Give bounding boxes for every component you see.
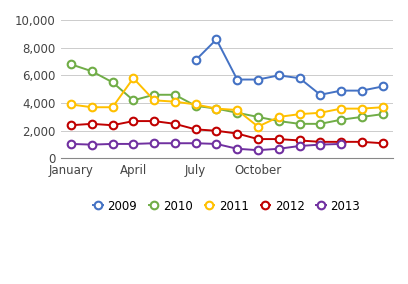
2009 <box>380 85 385 88</box>
2010 <box>69 62 73 66</box>
2012 <box>131 119 136 123</box>
2013 <box>131 142 136 146</box>
Line: 2013: 2013 <box>67 139 345 154</box>
2013 <box>110 142 115 146</box>
2009 <box>297 76 302 80</box>
2009 <box>339 89 344 92</box>
2012 <box>89 122 94 126</box>
2010 <box>255 115 260 119</box>
2009 <box>255 78 260 81</box>
2011 <box>173 100 177 103</box>
2013 <box>69 142 73 146</box>
2013 <box>318 143 323 146</box>
2011 <box>214 107 219 110</box>
2009 <box>276 74 281 77</box>
2011 <box>193 103 198 106</box>
2009 <box>235 78 239 81</box>
2011 <box>318 111 323 114</box>
2009 <box>359 89 364 92</box>
2013 <box>276 147 281 151</box>
2012 <box>276 137 281 141</box>
2010 <box>110 81 115 84</box>
2009 <box>214 38 219 41</box>
2010 <box>380 112 385 116</box>
2011 <box>339 107 344 110</box>
2013 <box>255 149 260 152</box>
Line: 2012: 2012 <box>67 117 386 147</box>
2010 <box>276 119 281 123</box>
2010 <box>339 118 344 121</box>
2011 <box>380 106 385 109</box>
2012 <box>235 132 239 135</box>
2012 <box>297 139 302 142</box>
2013 <box>152 141 157 145</box>
2010 <box>297 122 302 126</box>
2010 <box>214 107 219 110</box>
2012 <box>359 140 364 143</box>
2010 <box>235 111 239 114</box>
Line: 2010: 2010 <box>67 60 386 128</box>
2011 <box>276 115 281 119</box>
2011 <box>255 125 260 128</box>
2011 <box>235 108 239 112</box>
2010 <box>359 115 364 119</box>
2013 <box>297 144 302 148</box>
2012 <box>110 124 115 127</box>
2012 <box>69 124 73 127</box>
2013 <box>173 141 177 145</box>
2013 <box>89 143 94 146</box>
2010 <box>193 104 198 108</box>
2010 <box>89 70 94 73</box>
2013 <box>339 142 344 146</box>
2011 <box>69 103 73 106</box>
2011 <box>152 99 157 102</box>
2009 <box>318 93 323 97</box>
Legend: 2009, 2010, 2011, 2012, 2013: 2009, 2010, 2011, 2012, 2013 <box>89 195 365 217</box>
Line: 2011: 2011 <box>67 74 386 130</box>
2011 <box>131 76 136 80</box>
2009 <box>193 59 198 62</box>
2013 <box>193 141 198 145</box>
2010 <box>173 93 177 97</box>
2012 <box>339 140 344 143</box>
2013 <box>214 142 219 146</box>
2010 <box>152 93 157 97</box>
2012 <box>255 137 260 141</box>
2010 <box>318 122 323 126</box>
Line: 2009: 2009 <box>192 36 386 99</box>
2013 <box>235 147 239 151</box>
2011 <box>297 112 302 116</box>
2010 <box>131 99 136 102</box>
2012 <box>318 140 323 143</box>
2011 <box>89 106 94 109</box>
2012 <box>152 119 157 123</box>
2012 <box>173 122 177 126</box>
2012 <box>214 129 219 132</box>
2011 <box>359 107 364 110</box>
2012 <box>380 141 385 145</box>
2012 <box>193 128 198 131</box>
2011 <box>110 106 115 109</box>
